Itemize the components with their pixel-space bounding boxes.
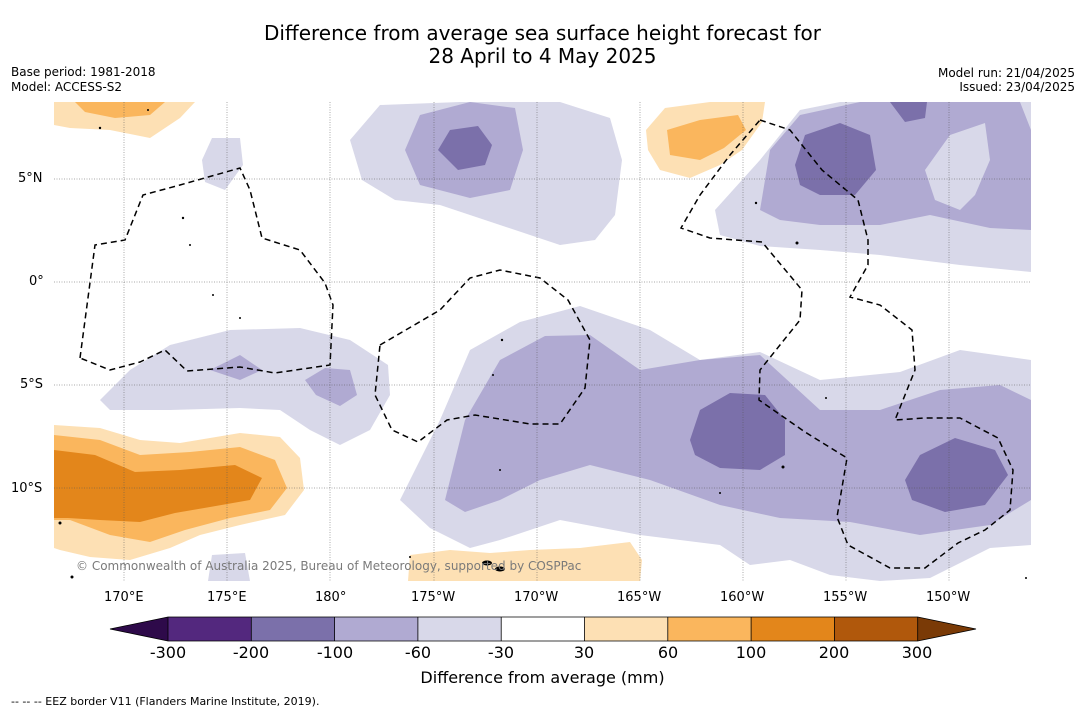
colorbar-tick-label: -100 [316,643,354,662]
colorbar-bin [751,617,835,641]
contour-pos100-southwest [54,450,262,522]
colorbar-dividers [167,617,919,641]
contour-neg30-west-bottom [208,553,250,581]
lat-tick-label: 10°S [11,481,43,496]
lon-tick-label: 180° [315,590,347,605]
lon-tick-label: 175°W [411,590,456,605]
colorbar-title: Difference from average (mm) [420,668,665,687]
island [181,216,185,220]
colorbar-extend-max [917,617,976,641]
island [482,560,492,566]
island [1025,577,1027,579]
colorbar-tick-label: 30 [573,643,595,662]
colorbar-tick-label: 100 [735,643,767,662]
island [212,294,214,296]
contour-pos60-northwest [75,102,165,118]
colorbar-tick-label: -300 [149,643,187,662]
lon-tick-label: 155°W [823,590,868,605]
island [500,338,504,342]
colorbar-bin [417,617,502,641]
lat-tick-label: 5°S [20,377,44,392]
contour-neg30-west-small [202,138,243,190]
contour-neg100-northeast-b [890,102,927,122]
contour-neg100-north-central [438,126,492,170]
eez-border-central [374,269,591,443]
colorbar-tick-label: -200 [232,643,270,662]
colorbar-tick-label: -30 [487,643,515,662]
colorbar-tick-label: -60 [404,643,432,662]
lon-tick-label: 165°W [617,590,662,605]
lon-tick-label: 150°W [926,590,971,605]
colorbar [109,616,977,642]
base-period: Base period: 1981-2018 [11,65,156,79]
island [409,556,411,558]
island [98,126,102,130]
contour-pos30-south [408,542,642,581]
island [492,374,494,376]
colorbar-tick-label: 300 [901,643,933,662]
island [795,241,799,245]
island [495,566,505,572]
map-title-line2: 28 April to 4 May 2025 [428,44,657,68]
contour-neg30-northeast-hole [925,123,990,210]
contour-neg100-northeast-a [795,123,876,195]
lon-tick-label: 160°W [720,590,765,605]
copyright-credit: © Commonwealth of Australia 2025, Bureau… [76,559,582,573]
island [754,201,758,205]
island [825,397,827,399]
lat-tick-label: 0° [29,274,44,289]
eez-border-west [79,167,334,374]
lat-tick-label: 5°N [18,171,43,186]
contour-neg60-west-a [305,368,357,406]
colorbar-bin [334,617,418,641]
model-run: Model run: 21/04/2025 [937,66,1075,80]
eez-border-lines [79,119,1014,569]
island [70,575,74,579]
graticule [54,102,1031,581]
contour-pos60-north-island [667,115,746,160]
colorbar-bin [168,617,252,641]
lon-tick-label: 170°E [104,590,144,605]
colorbar-extend-min [110,617,168,641]
island [189,244,191,246]
contour-neg30-west-band [100,328,390,445]
colorbar-bin [584,617,668,641]
island [239,317,241,319]
issued-date: Issued: 23/04/2025 [959,80,1075,94]
contour-neg100-core-b [905,438,1008,512]
colorbar-bin [251,617,335,641]
islands [58,109,1027,579]
contour-neg60-west-b [210,355,262,380]
island [58,521,62,525]
map-title-line1: Difference from average sea surface heig… [263,21,822,45]
colorbar-bin [667,617,752,641]
eez-border-east [679,119,1014,569]
eez-border-legend: -- -- -- EEZ border V11 (Flanders Marine… [11,695,320,708]
island [781,465,785,469]
colorbar-tick-label: 60 [657,643,679,662]
contour-neg100-core-a [690,393,785,470]
lon-tick-label: 170°W [514,590,559,605]
island [147,109,149,111]
colorbar-bin [501,617,585,641]
colorbar-tick-label: 200 [818,643,850,662]
model-name: Model: ACCESS-S2 [11,80,123,94]
colorbar-bin [834,617,918,641]
anomaly-field [54,102,1031,581]
island [499,469,501,471]
lon-tick-label: 175°E [207,590,247,605]
island [719,492,721,494]
